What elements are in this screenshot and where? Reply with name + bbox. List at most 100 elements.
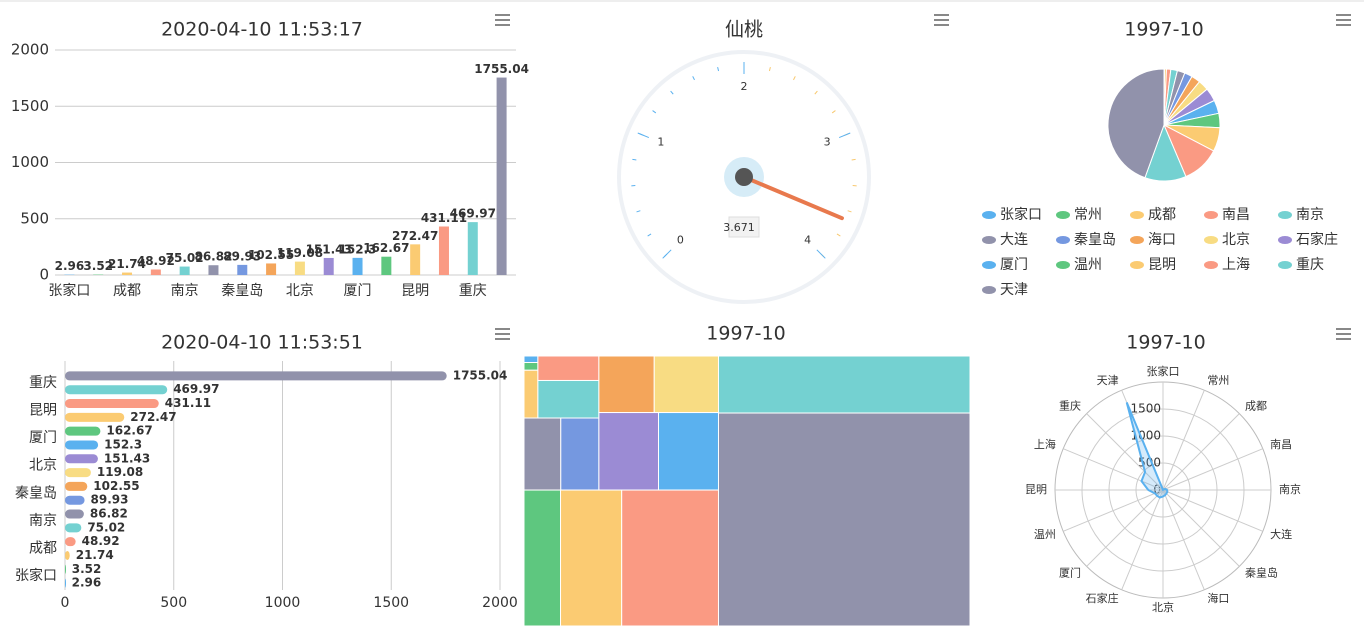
treemap-cell (621, 489, 719, 626)
y-tick-label: 张家口 (15, 567, 57, 584)
chart-title: 2020-04-10 11:53:17 (161, 19, 363, 41)
value-label: 86.82 (194, 250, 232, 264)
minor-tick (831, 110, 836, 114)
angle-label: 成都 (1245, 400, 1267, 413)
gauge-ring (617, 50, 871, 304)
minor-tick (851, 158, 856, 161)
legend-label: 成都 (1148, 207, 1176, 223)
legend-marker (1278, 261, 1292, 269)
y-tick-label: 昆明 (29, 402, 57, 418)
value-label: 102.55 (93, 479, 139, 493)
chart-title: 仙桃 (725, 19, 763, 41)
angle-label: 张家口 (1147, 364, 1180, 378)
y-tick-label: 0 (39, 266, 49, 284)
toolbox-icon[interactable] (495, 14, 510, 26)
minor-tick (814, 90, 818, 95)
angle-label: 南昌 (1270, 438, 1292, 451)
toolbox-icon[interactable] (495, 328, 510, 340)
legend-marker (1278, 236, 1292, 244)
value-label: 119.08 (97, 465, 143, 479)
bar (122, 272, 133, 275)
legend-marker (982, 261, 996, 269)
legend-label: 上海 (1222, 257, 1250, 273)
legend-label: 大连 (1000, 232, 1028, 248)
bar (65, 564, 66, 574)
value-label: 431.11 (165, 396, 211, 410)
x-tick-label: 1500 (373, 595, 409, 611)
bar (179, 266, 190, 275)
value-label: 21.74 (108, 257, 146, 271)
gauge-tick-label: 4 (804, 234, 811, 247)
bar (237, 264, 248, 275)
bar (352, 257, 363, 275)
treemap-cell (523, 489, 562, 626)
chart-title: 2020-04-10 11:53:51 (161, 332, 363, 354)
polar-spoke (1162, 489, 1263, 532)
r-tick-label: 1500 (1130, 402, 1161, 416)
value-label: 86.82 (90, 507, 128, 521)
minor-tick (632, 158, 637, 161)
legend-label: 北京 (1222, 232, 1250, 248)
minor-tick (768, 67, 771, 72)
value-label: 152.3 (104, 437, 142, 451)
bar (467, 222, 478, 275)
value-label: 2.96 (72, 576, 102, 590)
bar (208, 265, 219, 275)
gauge-tick-label: 1 (657, 136, 664, 149)
chart-title: 1997-10 (706, 323, 785, 345)
minor-tick (847, 210, 852, 213)
bar (438, 226, 449, 275)
x-tick-label: 2000 (482, 595, 518, 611)
angle-label: 昆明 (1025, 483, 1047, 496)
x-tick-label: 秦皇岛 (221, 283, 263, 299)
value-label: 48.92 (137, 254, 175, 268)
treemap-cell (560, 489, 623, 626)
major-tick (838, 132, 851, 139)
bar (65, 454, 98, 464)
bar (294, 261, 305, 275)
legend-label: 秦皇岛 (1074, 232, 1116, 248)
bar (65, 578, 66, 588)
minor-tick (793, 76, 796, 81)
gauge-tick-label: 0 (677, 234, 684, 247)
toolbox-icon[interactable] (934, 14, 949, 26)
y-tick-label: 成都 (29, 541, 57, 557)
angle-label: 常州 (1207, 374, 1229, 387)
polar-spoke (1162, 489, 1240, 567)
bar (65, 468, 91, 478)
angle-label: 天津 (1097, 374, 1119, 387)
value-label: 152.3 (339, 242, 377, 256)
polar-spoke (1063, 448, 1164, 491)
pie-slice (1107, 68, 1165, 179)
x-tick-label: 1000 (265, 595, 301, 611)
value-label: 272.47 (392, 229, 438, 243)
x-tick-label: 成都 (113, 283, 141, 299)
treemap-cell (523, 362, 539, 371)
value-label: 75.02 (166, 251, 204, 265)
major-tick (662, 249, 672, 259)
angle-label: 上海 (1034, 437, 1056, 451)
gauge-hub (735, 168, 753, 186)
toolbox-icon[interactable] (1336, 14, 1351, 26)
y-tick-label: 厦门 (29, 430, 57, 446)
bar (65, 440, 99, 450)
legend-marker (1056, 211, 1070, 219)
legend-marker (982, 236, 996, 244)
angle-label: 海口 (1207, 591, 1229, 605)
legend-marker (982, 286, 996, 294)
angle-label: 石家庄 (1086, 591, 1119, 605)
legend-label: 南京 (1296, 207, 1324, 223)
legend-marker (1204, 211, 1218, 219)
value-label: 75.02 (87, 520, 125, 534)
toolbox-icon[interactable] (1336, 328, 1351, 340)
treemap-cell (523, 417, 562, 491)
legend-marker (1204, 236, 1218, 244)
value-label: 2.96 (55, 259, 85, 273)
legend-marker (1056, 236, 1070, 244)
value-label: 3.52 (72, 562, 102, 576)
x-tick-label: 昆明 (401, 283, 429, 299)
minor-tick (717, 67, 720, 72)
bar (381, 256, 392, 275)
x-tick-label: 南京 (171, 283, 199, 299)
